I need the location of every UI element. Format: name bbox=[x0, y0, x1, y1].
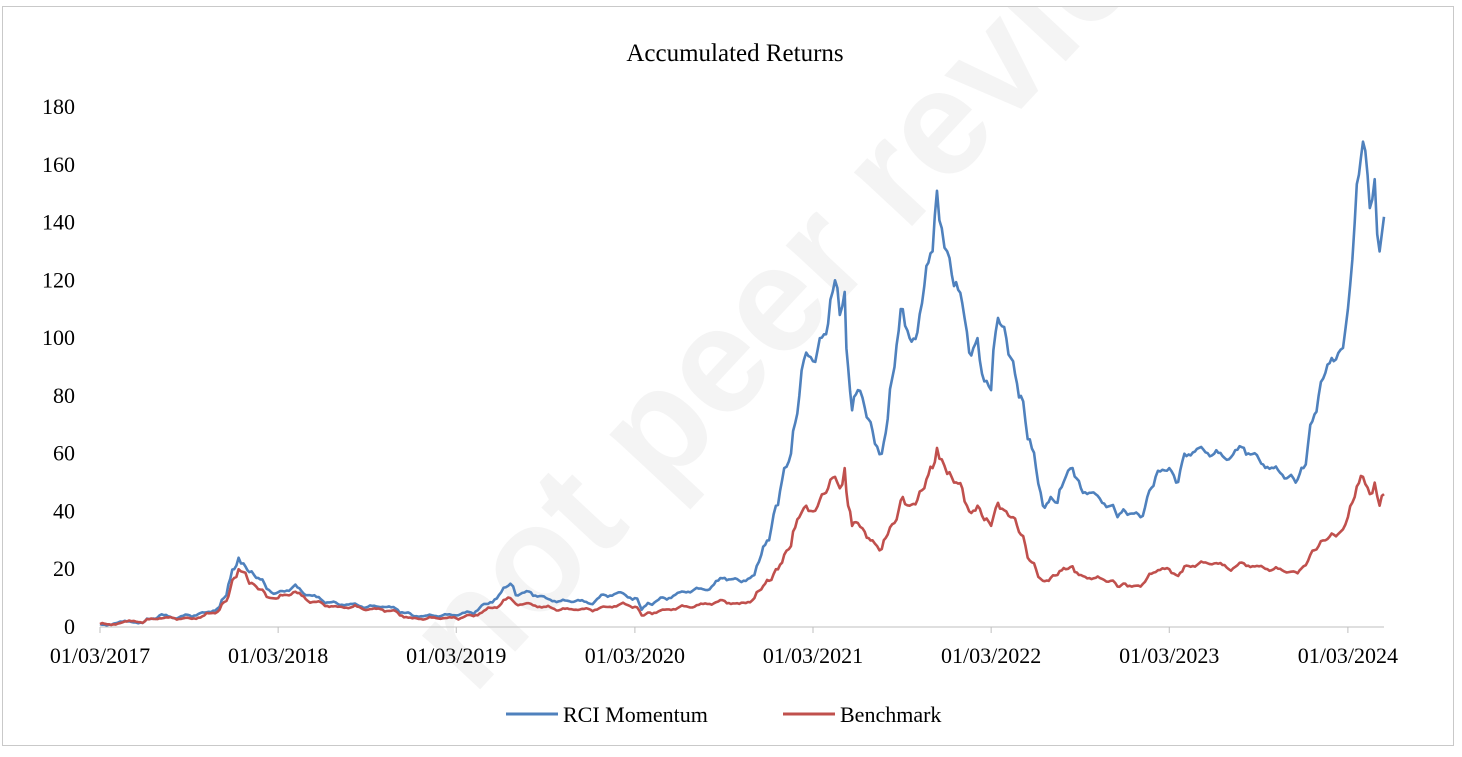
y-axis-ticks: 0 20 40 60 80 100 120 140 160 180 bbox=[42, 94, 75, 639]
y-tick-label: 160 bbox=[42, 152, 75, 177]
y-tick-label: 60 bbox=[53, 441, 75, 466]
chart-svg: not peer reviewed Accumulated Returns 0 2… bbox=[42, 7, 1398, 727]
y-tick-label: 100 bbox=[42, 325, 75, 350]
x-tick-label: 01/03/2021 bbox=[763, 643, 863, 668]
y-tick-label: 0 bbox=[64, 614, 75, 639]
x-tick-label: 01/03/2024 bbox=[1298, 643, 1398, 668]
y-tick-label: 140 bbox=[42, 210, 75, 235]
watermark-text: not peer reviewed bbox=[374, 7, 1367, 719]
series-line-benchmark bbox=[99, 446, 1385, 627]
series-lines bbox=[99, 140, 1386, 627]
x-tick-label: 01/03/2022 bbox=[941, 643, 1041, 668]
x-tick-label: 01/03/2017 bbox=[50, 643, 150, 668]
x-tick-label: 01/03/2019 bbox=[406, 643, 506, 668]
x-tick-label: 01/03/2018 bbox=[228, 643, 328, 668]
legend: RCI Momentum Benchmark bbox=[506, 702, 941, 727]
y-tick-label: 180 bbox=[42, 94, 75, 119]
legend-label-rci-momentum: RCI Momentum bbox=[563, 702, 708, 727]
legend-label-benchmark: Benchmark bbox=[840, 702, 941, 727]
x-tick-label: 01/03/2020 bbox=[585, 643, 685, 668]
y-tick-label: 20 bbox=[53, 556, 75, 581]
chart-frame: not peer reviewed Accumulated Returns 0 2… bbox=[2, 6, 1454, 746]
series-line-rci-momentum bbox=[99, 140, 1386, 627]
y-tick-label: 40 bbox=[53, 498, 75, 523]
chart-title: Accumulated Returns bbox=[626, 40, 843, 67]
y-tick-label: 80 bbox=[53, 383, 75, 408]
y-tick-label: 120 bbox=[42, 267, 75, 292]
x-tick-label: 01/03/2023 bbox=[1119, 643, 1219, 668]
x-axis-ticks: 01/03/2017 01/03/2018 01/03/2019 01/03/2020… bbox=[50, 627, 1398, 668]
